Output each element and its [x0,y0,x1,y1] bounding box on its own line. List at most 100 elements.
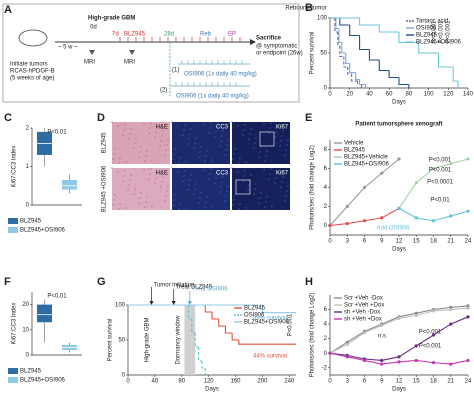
texture [111,121,113,123]
texture [208,132,210,134]
texture [270,168,272,170]
texture [161,181,163,183]
texture [149,173,151,175]
x-tick-label: 120 [443,92,454,98]
data-point [362,331,367,335]
texture [134,188,136,190]
texture [134,142,136,144]
y-tick-label: 4 [324,322,328,328]
mouse-icon [18,29,48,47]
texture [238,162,240,164]
texture [254,188,256,190]
texture [199,197,201,199]
texture [242,134,244,136]
texture [265,155,267,157]
x-tick-label: 0 [126,379,130,385]
texture [244,124,246,126]
texture [128,138,130,140]
texture [124,170,126,172]
inset [235,179,251,195]
texture [198,202,200,204]
legend-label: BLZ945+OSI906 [20,378,66,384]
drug-label: BLZ945 [124,32,146,38]
x-tick-label: 200 [257,379,268,385]
data-point [362,219,367,223]
texture [253,193,255,195]
texture [226,190,228,192]
data-point [362,185,367,190]
data-point [397,360,401,364]
survival-step [437,53,454,68]
box-body [37,304,52,323]
y-tick-label: 2 [324,336,328,342]
texture [140,192,142,194]
data-point [449,362,453,366]
texture [234,194,236,196]
sacrifice-label: Sacrifice [256,36,282,42]
texture [118,162,120,164]
texture [206,196,208,198]
x-axis-label: Days [392,387,406,393]
data-point [397,355,401,359]
texture [263,123,265,125]
annotation: 44% survival [253,354,287,360]
annotation: P<0.01 [430,198,450,204]
data-point [466,315,470,319]
texture [194,142,196,144]
data-point [397,206,401,210]
texture [198,156,200,158]
texture [284,200,286,202]
data-point [414,358,418,363]
legend-label: Scr +Veh +Dox [344,303,384,309]
annotation: Dormancy window [176,315,182,365]
x-tick-label: 140 [463,92,474,98]
event-label: Treat OSI906 [192,287,228,293]
data-point [466,306,470,310]
texture [268,178,270,180]
data-point [397,157,401,161]
texture [210,168,212,170]
texture [165,149,167,151]
data-point [431,166,436,171]
texture [208,178,210,180]
arm-text: OSI906 (1x daily 40 mg/kg) [176,94,249,100]
survival-step [388,70,399,79]
texture [133,193,135,195]
texture [264,160,266,162]
texture [284,154,286,156]
texture [268,132,270,134]
data-point [449,162,453,166]
data-point [328,351,332,355]
survival-step [338,28,342,44]
texture [255,183,257,185]
texture [243,129,245,131]
survival-step [345,53,350,65]
texture [275,131,277,133]
texture [164,154,166,156]
texture [209,173,211,175]
texture [135,137,137,139]
data-point [380,171,384,175]
x-tick-label: 20 [346,92,353,98]
y-tick-label: 100 [317,16,328,22]
annotation: P<0.001 [446,20,452,43]
texture [171,121,173,123]
texture [286,144,288,146]
texture [188,184,190,186]
survival-step [343,56,348,68]
texture [150,168,152,170]
annotation: Add OSI906 [377,226,410,232]
texture [270,122,272,124]
texture [287,139,289,141]
event-label: Tumor initiation [154,283,195,289]
texture [195,137,197,139]
texture [127,189,129,191]
x-tick-label: 100 [424,92,435,98]
texture [250,128,252,130]
texture [193,193,195,195]
texture [206,150,208,152]
data-point [328,223,332,228]
data-point [345,222,349,226]
initiate-label: (5 weeks of age) [10,76,54,82]
data-point [414,313,418,317]
